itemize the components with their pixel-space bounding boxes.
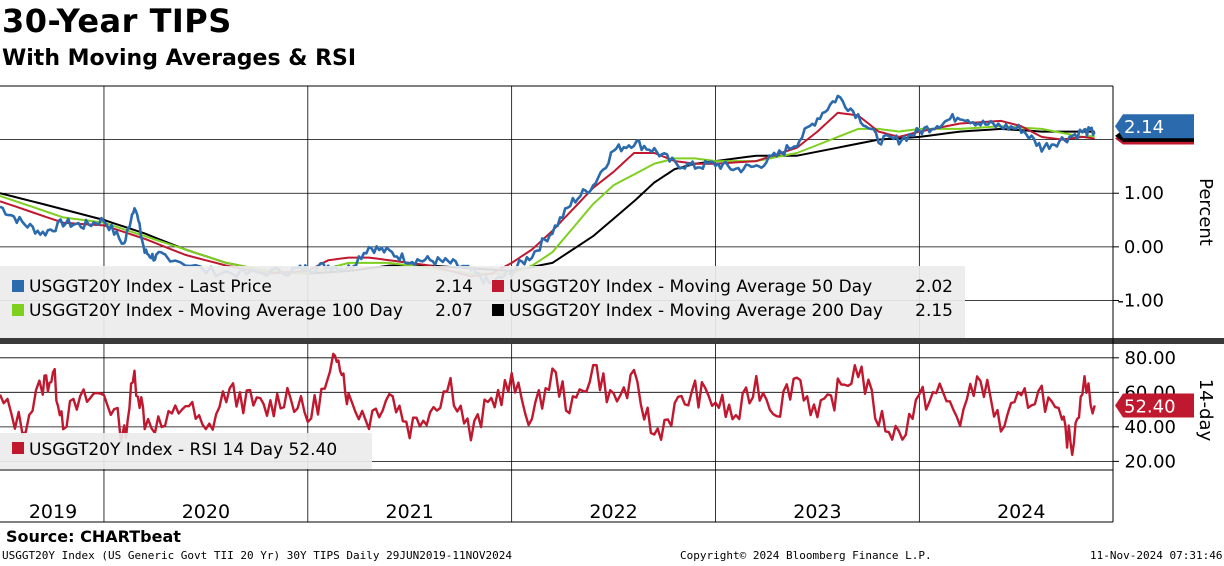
- upper-legend: USGGT20Y Index - Last Price 2.14 USGGT20Y …: [0, 266, 965, 338]
- series-line-price: [0, 94, 1096, 286]
- lower-legend: USGGT20Y Index - RSI 14 Day 52.40: [0, 433, 372, 469]
- lower-grid: [0, 344, 1113, 470]
- lower-axis-title: 14-day: [1195, 379, 1216, 442]
- series-line-rsi: [0, 352, 1096, 457]
- legend-swatch-ma50: [492, 280, 504, 292]
- footer-timestamp: 11-Nov-2024 07:31:46: [1090, 549, 1223, 562]
- series-line-ma50: [0, 111, 1095, 278]
- upper-axis-title: Percent: [1195, 178, 1216, 246]
- value-axis: -1.000.001.0020.0040.0060.0080.00Percent…: [1113, 114, 1216, 472]
- upper-tick-label: 1.00: [1124, 183, 1164, 204]
- legend-label-ma50: USGGT20Y Index - Moving Average 50 Day: [509, 277, 872, 297]
- legend-swatch-rsi: [12, 442, 24, 454]
- lower-tick-label: 80.00: [1124, 348, 1176, 369]
- legend-value-ma200: 2.15: [915, 301, 953, 321]
- legend-label-price: USGGT20Y Index - Last Price: [29, 277, 272, 297]
- source-note: Source: CHARTbeat: [6, 527, 181, 546]
- year-label: 2020: [182, 501, 230, 523]
- chart-subtitle: With Moving Averages & RSI: [2, 46, 357, 71]
- year-label: 2019: [29, 501, 77, 523]
- legend-label-ma100: USGGT20Y Index - Moving Average 100 Day: [29, 301, 403, 321]
- legend-label-ma200: USGGT20Y Index - Moving Average 200 Day: [509, 301, 883, 321]
- year-label: 2024: [997, 501, 1045, 523]
- year-axis: 2019 2020 2021 2022 2023 2024: [29, 470, 1045, 523]
- footer-description: USGGT20Y Index (US Generic Govt TII 20 Y…: [2, 549, 512, 562]
- series-line-ma100: [0, 125, 1095, 275]
- upper-tick-label: -1.00: [1117, 290, 1164, 311]
- year-label: 2021: [386, 501, 434, 523]
- price-flag-label: 2.14: [1124, 117, 1164, 138]
- chart-title: 30-Year TIPS: [2, 2, 232, 40]
- lower-tick-label: 40.00: [1124, 417, 1176, 438]
- rsi-flag-label: 52.40: [1124, 396, 1176, 417]
- legend-value-ma50: 2.02: [915, 277, 953, 297]
- legend-value-ma100: 2.07: [435, 301, 473, 321]
- series-line-ma200: [0, 127, 1095, 275]
- year-label: 2022: [589, 501, 637, 523]
- lower-tick-label: 20.00: [1124, 451, 1176, 472]
- price-flag: [1115, 114, 1194, 139]
- legend-swatch-ma200: [492, 304, 504, 316]
- rsi-flag: [1115, 393, 1194, 418]
- legend-label-rsi: USGGT20Y Index - RSI 14 Day 52.40: [29, 440, 337, 460]
- footer-copyright: Copyright© 2024 Bloomberg Finance L.P.: [680, 549, 932, 562]
- panel-divider: [0, 338, 1224, 344]
- legend-swatch-price: [12, 280, 24, 292]
- upper-tick-label: 0.00: [1124, 237, 1164, 258]
- upper-legend-box: [0, 266, 965, 338]
- year-label: 2023: [793, 501, 841, 523]
- lower-series-lines: [0, 352, 1096, 457]
- legend-swatch-ma100: [12, 304, 24, 316]
- lower-legend-box: [0, 433, 372, 469]
- chart-frame: [0, 85, 1224, 523]
- legend-value-price: 2.14: [435, 277, 473, 297]
- upper-series-lines: [0, 94, 1096, 286]
